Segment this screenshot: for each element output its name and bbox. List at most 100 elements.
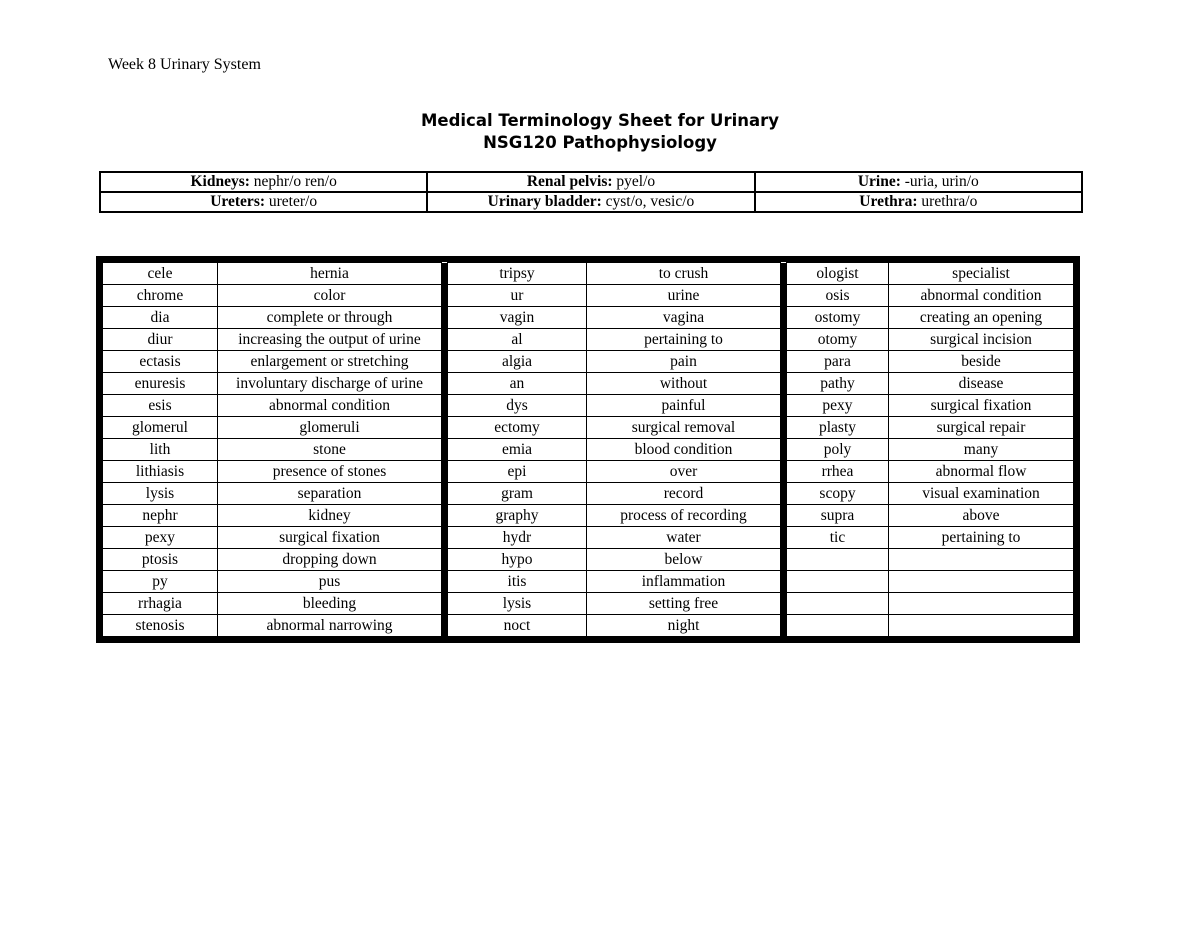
- term-cell: itis: [447, 570, 587, 593]
- meaning-cell: [888, 570, 1074, 593]
- root-label: Urethra:: [859, 193, 918, 210]
- word-roots-table: Kidneys: nephr/o ren/o Renal pelvis: pyel…: [98, 171, 1084, 213]
- term-cell: lithiasis: [102, 460, 218, 483]
- roots-row: Ureters: ureter/o Urinary bladder: cyst/o…: [98, 191, 1084, 213]
- term-cell: ur: [447, 284, 587, 307]
- term-cell: [786, 570, 889, 593]
- meaning-cell: surgical removal: [586, 416, 781, 439]
- table-row: stenosis abnormal narrowing noct night: [102, 614, 1074, 637]
- meaning-cell: above: [888, 504, 1074, 527]
- table-row: esis abnormal condition dys painful pexy surg…: [102, 394, 1074, 417]
- table-row: chrome color ur urine osis abnormal condition: [102, 284, 1074, 307]
- meaning-cell: inflammation: [586, 570, 781, 593]
- root-label: Ureters:: [210, 193, 266, 210]
- meaning-cell: visual examination: [888, 482, 1074, 505]
- root-cell: Ureters: ureter/o: [98, 191, 429, 213]
- meaning-cell: process of recording: [586, 504, 781, 527]
- terminology-table: cele hernia tripsy to crush ologist specialis…: [102, 262, 1074, 637]
- group-divider: [780, 548, 787, 571]
- root-cell: Renal pelvis: pyel/o: [426, 171, 756, 193]
- meaning-cell: [888, 614, 1074, 637]
- group-divider: [780, 328, 787, 351]
- term-cell: gram: [447, 482, 587, 505]
- group-divider: [441, 372, 448, 395]
- meaning-cell: pain: [586, 350, 781, 373]
- group-divider: [441, 482, 448, 505]
- term-cell: vagin: [447, 306, 587, 329]
- table-row: nephr kidney graphy process of recording sup…: [102, 504, 1074, 527]
- root-cell: Kidneys: nephr/o ren/o: [98, 171, 429, 193]
- meaning-cell: surgical repair: [888, 416, 1074, 439]
- term-cell: scopy: [786, 482, 889, 505]
- table-row: dia complete or through vagin vagina ostomy c…: [102, 306, 1074, 329]
- group-divider: [441, 526, 448, 549]
- meaning-cell: specialist: [888, 262, 1074, 285]
- term-cell: rrhea: [786, 460, 889, 483]
- meaning-cell: urine: [586, 284, 781, 307]
- table-row: rrhagia bleeding lysis setting free: [102, 592, 1074, 615]
- root-value: -uria, urin/o: [900, 173, 979, 190]
- group-divider: [780, 262, 787, 285]
- meaning-cell: blood condition: [586, 438, 781, 461]
- group-divider: [780, 372, 787, 395]
- root-value: urethra/o: [917, 193, 978, 210]
- group-divider: [780, 306, 787, 329]
- root-label: Urine:: [857, 173, 901, 190]
- document-subtitle: NSG120 Pathophysiology: [483, 133, 717, 152]
- meaning-cell: record: [586, 482, 781, 505]
- term-cell: [786, 614, 889, 637]
- term-cell: lysis: [102, 482, 218, 505]
- group-divider: [780, 570, 787, 593]
- meaning-cell: [888, 592, 1074, 615]
- group-divider: [441, 460, 448, 483]
- term-cell: rrhagia: [102, 592, 218, 615]
- term-cell: para: [786, 350, 889, 373]
- table-row: lithiasis presence of stones epi over rrhea a…: [102, 460, 1074, 483]
- meaning-cell: surgical fixation: [217, 526, 442, 549]
- meaning-cell: separation: [217, 482, 442, 505]
- meaning-cell: enlargement or stretching: [217, 350, 442, 373]
- group-divider: [780, 482, 787, 505]
- roots-row: Kidneys: nephr/o ren/o Renal pelvis: pyel…: [98, 171, 1084, 193]
- group-divider: [780, 504, 787, 527]
- meaning-cell: without: [586, 372, 781, 395]
- root-cell: Urethra: urethra/o: [753, 191, 1084, 213]
- table-row: lith stone emia blood condition poly many: [102, 438, 1074, 461]
- table-row: cele hernia tripsy to crush ologist specialis…: [102, 262, 1074, 285]
- term-cell: emia: [447, 438, 587, 461]
- term-cell: otomy: [786, 328, 889, 351]
- group-divider: [441, 328, 448, 351]
- meaning-cell: surgical fixation: [888, 394, 1074, 417]
- term-cell: graphy: [447, 504, 587, 527]
- meaning-cell: below: [586, 548, 781, 571]
- meaning-cell: many: [888, 438, 1074, 461]
- term-cell: al: [447, 328, 587, 351]
- table-row: lysis separation gram record scopy visual exa…: [102, 482, 1074, 505]
- term-cell: epi: [447, 460, 587, 483]
- root-cell: Urine: -uria, urin/o: [753, 171, 1084, 193]
- term-cell: stenosis: [102, 614, 218, 637]
- group-divider: [780, 416, 787, 439]
- group-divider: [780, 394, 787, 417]
- meaning-cell: abnormal narrowing: [217, 614, 442, 637]
- term-cell: poly: [786, 438, 889, 461]
- term-cell: dys: [447, 394, 587, 417]
- meaning-cell: vagina: [586, 306, 781, 329]
- term-cell: py: [102, 570, 218, 593]
- term-cell: ectasis: [102, 350, 218, 373]
- group-divider: [441, 438, 448, 461]
- meaning-cell: bleeding: [217, 592, 442, 615]
- term-cell: cele: [102, 262, 218, 285]
- root-label: Renal pelvis:: [526, 173, 613, 190]
- meaning-cell: surgical incision: [888, 328, 1074, 351]
- group-divider: [441, 262, 448, 285]
- document-title: Medical Terminology Sheet for Urinary: [420, 111, 780, 130]
- root-cell: Urinary bladder: cyst/o, vesic/o: [426, 191, 756, 213]
- meaning-cell: [888, 548, 1074, 571]
- meaning-cell: pus: [217, 570, 442, 593]
- term-cell: lith: [102, 438, 218, 461]
- table-row: py pus itis inflammation: [102, 570, 1074, 593]
- meaning-cell: involuntary discharge of urine: [217, 372, 442, 395]
- meaning-cell: abnormal condition: [888, 284, 1074, 307]
- meaning-cell: over: [586, 460, 781, 483]
